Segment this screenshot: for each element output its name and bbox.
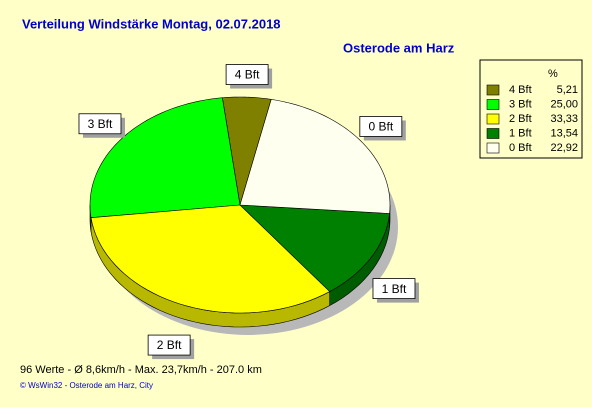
- callout-box: [372, 278, 416, 300]
- legend-value: 33,33: [550, 113, 578, 125]
- legend-swatch: [486, 128, 500, 139]
- slice: [89, 97, 241, 219]
- slice: [239, 99, 391, 214]
- slice: [239, 204, 390, 292]
- callout-label: 1 Bft: [382, 282, 407, 296]
- legend-header: %: [548, 68, 558, 80]
- legend-value: 22,92: [550, 142, 578, 154]
- callout-label: 3 Bft: [88, 117, 113, 131]
- legend-swatch: [486, 113, 500, 125]
- legend-swatch: [486, 99, 500, 110]
- legend-value: 25,00: [550, 98, 578, 110]
- callout-label: 2 Bft: [157, 338, 182, 352]
- chart-subtitle: Osterode am Harz: [343, 40, 455, 55]
- legend-value: 13,54: [550, 127, 578, 139]
- legend-swatch: [486, 84, 500, 96]
- callout-box: [78, 113, 122, 135]
- footer: 96 Werte - Ø 8,6km/h - Max. 23,7km/h - 2…: [20, 364, 262, 376]
- slice: [222, 96, 272, 206]
- slice: [90, 204, 331, 314]
- credit: © WsWin32 - Osterode am Harz, City: [20, 381, 153, 390]
- legend-label: 3 Bft: [509, 98, 532, 110]
- callout-box: [225, 64, 269, 85]
- callout-label: 0 Bft: [368, 120, 393, 134]
- legend-label: 2 Bft: [509, 113, 532, 125]
- callout-box: [359, 116, 403, 137]
- legend-label: 1 Bft: [509, 127, 532, 139]
- callout-label: 4 Bft: [235, 68, 260, 82]
- chart-title: Verteilung Windstärke Montag, 02.07.2018: [22, 16, 281, 31]
- callout-box: [147, 334, 191, 356]
- legend-label: 4 Bft: [509, 84, 532, 96]
- legend-swatch: [486, 142, 500, 154]
- legend-label: 0 Bft: [509, 142, 532, 154]
- legend-value: 5,21: [557, 84, 578, 96]
